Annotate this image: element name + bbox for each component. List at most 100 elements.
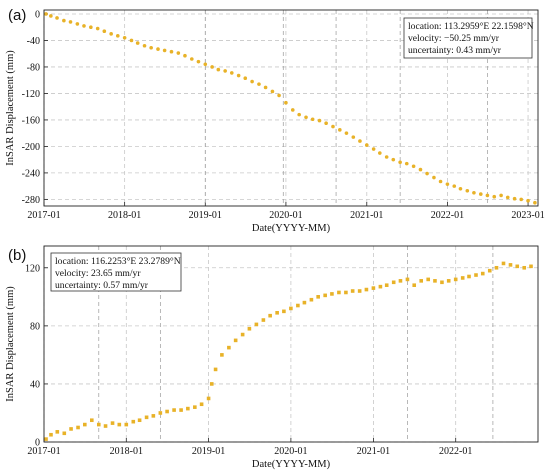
data-point	[247, 326, 252, 331]
data-point	[144, 415, 149, 420]
data-point	[89, 418, 94, 423]
x-tick-label: 2023-01	[511, 210, 544, 221]
data-point	[419, 279, 424, 283]
annotation-uncertainty: uncertainty: 0.43 mm/yr	[408, 45, 502, 56]
data-point	[284, 100, 288, 105]
data-point	[162, 48, 167, 53]
data-point	[316, 295, 320, 299]
data-point	[83, 422, 87, 427]
data-point	[68, 20, 73, 24]
data-point	[209, 382, 214, 386]
data-point	[405, 277, 410, 282]
data-point	[398, 160, 402, 165]
data-point	[137, 418, 142, 423]
data-point	[494, 265, 499, 270]
data-point	[290, 108, 295, 112]
data-point	[44, 437, 48, 441]
data-point	[131, 419, 136, 424]
x-tick-label: 2017-01	[27, 446, 60, 457]
y-tick-label: 0	[35, 9, 40, 20]
data-point	[453, 277, 458, 282]
data-point	[522, 265, 527, 270]
panel-a-label: (a)	[8, 7, 26, 24]
data-point	[216, 67, 221, 72]
data-point	[337, 290, 341, 295]
data-point	[165, 409, 169, 414]
data-point	[446, 279, 451, 283]
x-axis-label: Date(YYYY-MM)	[252, 223, 331, 234]
data-point	[323, 293, 327, 298]
y-tick-label: 80	[30, 321, 40, 332]
y-axis-label: InSAR Displacement (mm)	[5, 286, 16, 402]
data-point	[124, 422, 129, 427]
x-tick-label: 2019-01	[189, 210, 222, 221]
data-point	[499, 193, 503, 198]
data-point	[151, 414, 156, 418]
data-point	[344, 290, 348, 295]
data-point	[203, 62, 208, 67]
data-point	[69, 427, 73, 431]
data-point	[526, 198, 530, 203]
data-point	[275, 310, 279, 315]
data-point	[233, 338, 238, 343]
data-point	[268, 313, 272, 318]
data-point	[263, 85, 268, 90]
data-point	[89, 25, 93, 30]
data-point	[213, 367, 218, 372]
y-tick-label: 0	[35, 438, 40, 449]
data-point	[95, 26, 100, 31]
data-point	[190, 57, 194, 61]
data-point	[142, 43, 147, 48]
data-point	[344, 131, 349, 135]
plot-frame	[43, 245, 539, 443]
y-tick-label: -80	[27, 62, 40, 73]
data-point	[391, 157, 396, 162]
data-point	[229, 71, 234, 75]
data-point	[508, 263, 513, 267]
y-tick-label: -120	[22, 89, 40, 100]
data-point	[384, 155, 389, 159]
data-point	[515, 264, 520, 269]
x-tick-label: 2022-01	[439, 446, 472, 457]
data-point	[254, 322, 259, 327]
data-point	[156, 47, 160, 51]
x-tick-label: 2018-01	[110, 446, 143, 457]
annotation-location: location: 113.2959°E 22.1598°N	[408, 21, 534, 32]
data-point	[411, 164, 416, 169]
data-point	[412, 283, 417, 287]
data-point	[310, 117, 315, 122]
data-point	[440, 280, 444, 285]
data-point	[240, 332, 245, 337]
data-point	[270, 89, 275, 94]
data-point	[172, 408, 176, 412]
data-point	[472, 190, 476, 195]
data-point	[358, 139, 362, 143]
data-point	[485, 193, 490, 198]
data-point	[102, 29, 107, 33]
annotation-box	[403, 17, 533, 59]
data-point	[452, 184, 457, 188]
data-point	[384, 283, 389, 287]
data-point	[183, 53, 187, 58]
data-point	[109, 32, 113, 36]
data-point	[227, 345, 231, 350]
x-tick-label: 2019-01	[192, 446, 225, 457]
data-point	[350, 289, 355, 293]
data-point	[331, 124, 335, 129]
data-point	[425, 171, 429, 176]
y-tick-label: -40	[27, 36, 40, 47]
data-point	[193, 405, 197, 409]
data-point	[297, 112, 301, 117]
data-point	[501, 261, 506, 266]
data-point	[478, 192, 483, 196]
data-point	[512, 196, 517, 201]
chart-a: 0 -40 -80 -120 -160 -200 -240 -280 2017-01 2018-0…	[5, 9, 545, 234]
data-point	[357, 289, 362, 293]
data-point	[474, 273, 478, 277]
y-tick-label: -240	[22, 168, 40, 179]
data-point	[338, 128, 342, 132]
data-point	[110, 421, 115, 425]
data-point	[445, 182, 450, 186]
data-point	[49, 14, 53, 18]
